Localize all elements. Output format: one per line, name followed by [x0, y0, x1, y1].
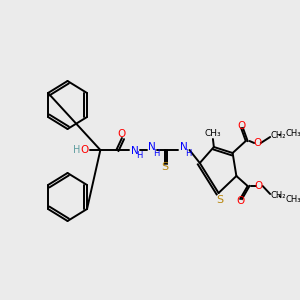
- Text: CH₃: CH₃: [285, 128, 300, 137]
- Text: CH₃: CH₃: [285, 196, 300, 205]
- Text: H: H: [73, 145, 81, 155]
- Text: N: N: [180, 142, 188, 152]
- Text: O: O: [255, 181, 263, 191]
- Text: O: O: [80, 145, 88, 155]
- Text: O: O: [237, 121, 245, 131]
- Text: H: H: [185, 148, 192, 158]
- Text: O: O: [236, 196, 244, 206]
- Text: H: H: [136, 151, 143, 160]
- Text: S: S: [161, 162, 169, 172]
- Text: N: N: [131, 146, 139, 156]
- Text: O: O: [118, 129, 126, 139]
- Text: H: H: [154, 148, 160, 158]
- Text: CH₂: CH₂: [270, 130, 286, 140]
- Text: CH₂: CH₂: [270, 191, 286, 200]
- Text: S: S: [216, 195, 223, 205]
- Text: N: N: [148, 142, 156, 152]
- Text: O: O: [253, 138, 261, 148]
- Text: CH₃: CH₃: [205, 128, 221, 137]
